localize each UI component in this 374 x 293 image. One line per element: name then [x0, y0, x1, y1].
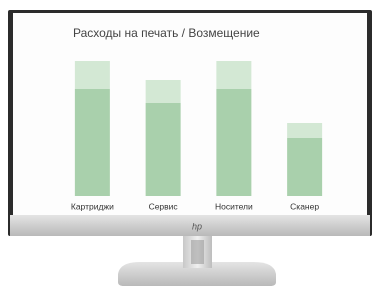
monitor-scene: hp Расходы на печать / Возмещение Картри… [0, 0, 374, 293]
bar-segment [146, 80, 181, 103]
bar-segment [287, 123, 322, 138]
bar-segment [216, 61, 251, 89]
x-tick-label: Сканер [290, 201, 319, 211]
bar-segment [216, 89, 251, 196]
chart-title: Расходы на печать / Возмещение [73, 26, 260, 40]
chin [10, 215, 370, 236]
bar-segment [287, 138, 322, 196]
stand-slot [191, 240, 204, 264]
x-tick-label: Картриджи [71, 201, 114, 211]
bar-segment [75, 89, 110, 196]
brand-logo: hp [192, 221, 202, 231]
x-tick-label: Сервис [149, 201, 179, 211]
bar-segment [146, 103, 181, 196]
x-tick-label: Носители [215, 201, 253, 211]
bar-segment [75, 61, 110, 89]
